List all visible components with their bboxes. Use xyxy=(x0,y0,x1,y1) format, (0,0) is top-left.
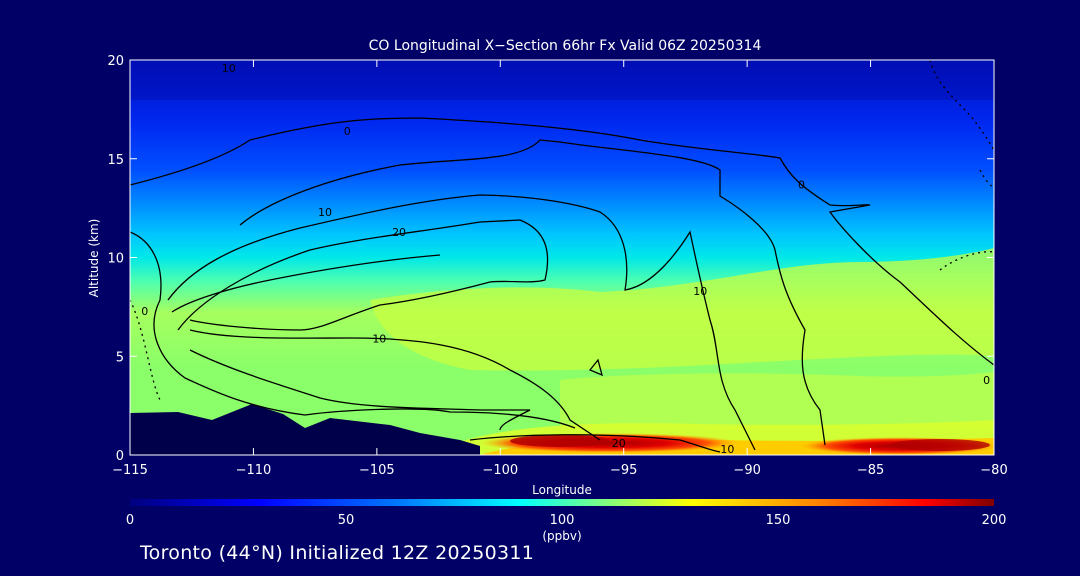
y-tick-label: 0 xyxy=(116,449,124,464)
terrain-mask xyxy=(130,404,480,455)
x-axis: −115 −110 −105 −100 −95 −90 −85 −80 xyxy=(112,60,1008,478)
footer-caption: Toronto (44°N) Initialized 12Z 20250311 xyxy=(140,542,535,564)
x-tick-label: −95 xyxy=(610,463,637,478)
colorbar-tick-label: 150 xyxy=(766,513,791,528)
y-tick-label: 20 xyxy=(107,54,124,69)
x-tick-label: −80 xyxy=(980,463,1007,478)
x-tick-label: −90 xyxy=(733,463,760,478)
colorbar-tick-label: 50 xyxy=(338,513,355,528)
x-tick-label: −100 xyxy=(482,463,518,478)
concentration-field xyxy=(130,60,994,455)
contour-label: 0 xyxy=(798,178,805,191)
colorbar xyxy=(130,499,994,506)
x-tick-label: −115 xyxy=(112,463,148,478)
x-tick-label: −110 xyxy=(236,463,272,478)
y-tick-label: 5 xyxy=(116,350,124,365)
y-axis: 0 5 10 15 20 xyxy=(107,54,994,464)
x-tick-label: −105 xyxy=(359,463,395,478)
contour-labels: 10 0 0 10 20 0 10 10 0 20 10 xyxy=(141,62,990,456)
contour-label: 10 xyxy=(222,62,236,75)
contour-label: 10 xyxy=(372,332,386,345)
contour-label: 0 xyxy=(141,305,148,318)
contour-label: 0 xyxy=(344,125,351,138)
y-tick-label: 10 xyxy=(107,252,124,267)
contour-label: 20 xyxy=(392,226,406,239)
x-tick-label: −85 xyxy=(857,463,884,478)
colorbar-ticks: 0 50 100 150 200 xyxy=(126,513,1007,528)
contour-label: 10 xyxy=(693,285,707,298)
colorbar-tick-label: 100 xyxy=(550,513,575,528)
colorbar-tick-label: 200 xyxy=(982,513,1007,528)
colorbar-tick-label: 0 xyxy=(126,513,134,528)
contour-label: 10 xyxy=(720,443,734,456)
contour-label: 10 xyxy=(318,206,332,219)
x-axis-label: Longitude xyxy=(532,483,592,497)
contour-label: 20 xyxy=(612,437,626,450)
contour-lines xyxy=(129,59,995,453)
chart-title: CO Longitudinal X−Section 66hr Fx Valid … xyxy=(369,38,762,54)
y-tick-label: 15 xyxy=(107,153,124,168)
contour-label: 0 xyxy=(983,374,990,387)
y-axis-label: Altitude (km) xyxy=(87,219,101,298)
colorbar-unit: (ppbv) xyxy=(542,529,581,543)
